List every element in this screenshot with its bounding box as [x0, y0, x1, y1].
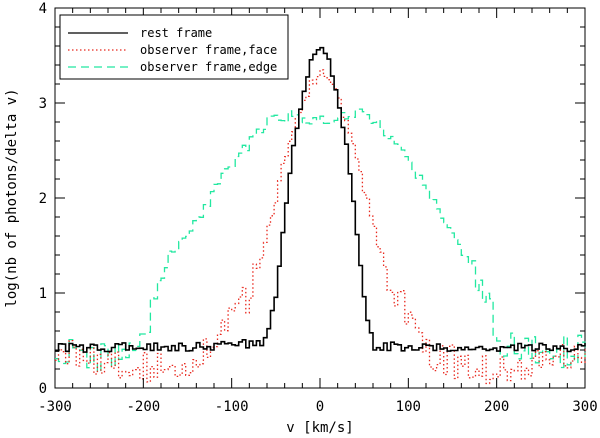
series-layer	[55, 46, 586, 385]
legend-box	[59, 14, 289, 80]
x-tick-label: -200	[126, 399, 160, 415]
y-tick-label: 4	[39, 1, 47, 17]
legend-label-observer-face: observer frame,face	[140, 43, 277, 57]
legend-label-observer-edge: observer frame,edge	[140, 60, 277, 74]
y-tick-label: 0	[39, 381, 47, 397]
x-tick-label: 200	[484, 399, 509, 415]
series-line-observer-frame-edge	[55, 108, 586, 373]
y-tick-label: 2	[39, 191, 47, 207]
x-tick-label: -100	[215, 399, 249, 415]
legend: rest frame observer frame,face observer …	[59, 14, 289, 80]
y-tick-label: 3	[39, 96, 47, 112]
x-tick-label: 100	[396, 399, 421, 415]
legend-label-rest-frame: rest frame	[140, 26, 212, 40]
y-axis-title: log(nb of photons/delta v)	[4, 88, 20, 307]
tick-label-layer: -300 -200 -100 0 100 200 300 0 1 2 3 4	[38, 1, 598, 415]
x-axis-title: v [km/s]	[286, 420, 353, 436]
series-line-rest-frame	[55, 46, 586, 353]
x-tick-label: -300	[38, 399, 72, 415]
x-tick-label: 300	[572, 399, 597, 415]
x-tick-label: 0	[316, 399, 324, 415]
y-tick-label: 1	[39, 286, 47, 302]
